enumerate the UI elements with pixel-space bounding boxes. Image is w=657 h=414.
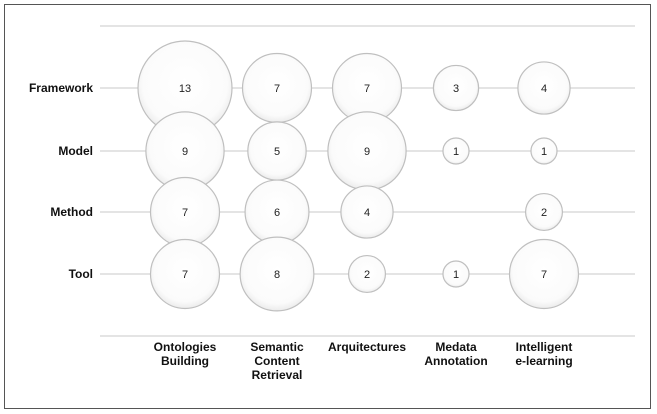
chart-frame: 13 7 7 3 4 9 5 9 1 1 7 6 4 2 7 8 2 1 7 Framework Model Metho… [4,4,651,409]
bubble-value-label: 6 [274,207,280,219]
bubble-value-label: 1 [453,146,459,158]
bubble [347,254,387,294]
bubble [517,61,571,115]
bubble [239,236,315,312]
bubble-value-label: 4 [364,207,370,219]
row-label: Tool [69,267,93,281]
bubble [524,192,564,232]
bubble-value-label: 5 [274,146,280,158]
column-label: Arquitectures [328,340,406,354]
column-labels: Ontologies Building Semantic Content Retriev… [154,340,573,382]
bubble-value-label: 7 [182,269,188,281]
bubble [149,238,221,310]
bubble-value-label: 1 [453,269,459,281]
bubble [508,238,580,310]
bubble-value-label: 7 [364,83,370,95]
bubble-value-label: 7 [541,269,547,281]
bubble-value-label: 9 [364,146,370,158]
bubble-value-label: 2 [364,269,370,281]
row-labels: Framework Model Method Tool [29,81,93,281]
bubble [530,137,558,165]
bubble-value-label: 1 [541,146,547,158]
bubble-value-label: 8 [274,269,280,281]
bubbles: 13 7 7 3 4 9 5 9 1 1 7 6 4 2 7 8 2 1 7 [137,40,580,312]
row-label: Method [50,205,93,219]
bubble-chart: 13 7 7 3 4 9 5 9 1 1 7 6 4 2 7 8 2 1 7 Framework Model Metho… [29,25,635,382]
column-label: Medata Annotation [424,340,487,368]
bubble [432,64,480,112]
bubble [442,137,470,165]
bubble-value-label: 4 [541,83,547,95]
bubble [340,185,394,239]
bubble-value-label: 2 [541,207,547,219]
bubble-value-label: 9 [182,146,188,158]
row-label: Model [58,144,93,158]
bubble-value-label: 7 [182,207,188,219]
bubble-value-label: 7 [274,83,280,95]
bubble-value-label: 3 [453,83,459,95]
bubble-value-label: 13 [179,83,191,95]
bubble [442,260,470,288]
column-label: Intelligent e-learning [515,340,572,368]
column-label: Semantic Content Retrieval [250,340,304,382]
row-label: Framework [29,81,93,95]
column-label: Ontologies Building [154,340,217,368]
